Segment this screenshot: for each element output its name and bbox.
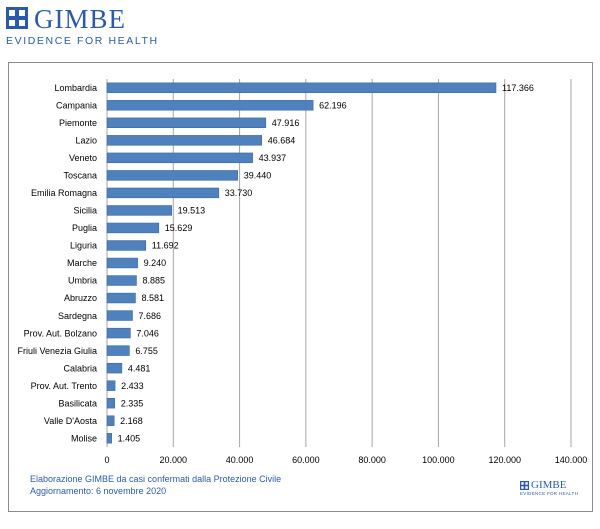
category-label: Marche: [67, 258, 97, 268]
category-label: Abruzzo: [64, 293, 97, 303]
data-label: 4.481: [128, 363, 151, 373]
category-label: Prov. Aut. Trento: [31, 381, 97, 391]
bar: [106, 380, 116, 391]
data-label: 11.692: [152, 241, 179, 251]
bar: [106, 345, 130, 356]
logo-wordmark: GIMBE: [34, 4, 126, 34]
data-label: 1.405: [118, 433, 141, 443]
footer-tagline: EVIDENCE FOR HEALTH: [520, 491, 579, 496]
bar: [106, 187, 220, 199]
bar: [106, 117, 267, 129]
bar: [106, 327, 131, 339]
category-label: Veneto: [69, 153, 97, 163]
x-tick-label: 0: [104, 455, 109, 465]
bar: [106, 170, 239, 181]
bar: [106, 275, 137, 286]
data-label: 2.433: [121, 381, 144, 391]
bar: [106, 397, 116, 409]
x-tick-label: 60.000: [292, 455, 320, 465]
bar: [106, 205, 172, 216]
category-label: Lombardia: [54, 83, 97, 93]
bar: [106, 433, 112, 444]
category-label: Sardegna: [58, 311, 97, 321]
bar: [106, 292, 136, 304]
category-label: Valle D'Aosta: [44, 416, 97, 426]
data-label: 6.755: [135, 346, 158, 356]
data-label: 19.513: [178, 206, 206, 216]
data-label: 8.885: [142, 276, 165, 286]
footer-logo: GIMBE EVIDENCE FOR HEALTH: [520, 479, 582, 498]
category-label: Molise: [71, 433, 97, 443]
gimbe-mark-icon: [520, 481, 529, 490]
caption-update: Aggiornamento: 6 novembre 2020: [30, 486, 167, 496]
x-tick-label: 100.000: [422, 455, 455, 465]
caption-source: Elaborazione GIMBE da casi confermati da…: [30, 474, 282, 484]
data-label: 15.629: [165, 223, 193, 233]
category-label: Friuli Venezia Giulia: [17, 346, 97, 356]
category-label: Puglia: [72, 223, 97, 233]
data-label: 7.686: [138, 311, 161, 321]
data-label: 7.046: [136, 328, 159, 338]
category-label: Emilia Romagna: [31, 188, 97, 198]
category-label: Campania: [56, 100, 97, 110]
bar: [106, 100, 314, 111]
gimbe-mark-icon: [6, 7, 28, 29]
bar: [106, 415, 115, 426]
category-label: Liguria: [70, 241, 97, 251]
x-tick-label: 20.000: [160, 455, 188, 465]
data-label: 62.196: [319, 100, 347, 110]
bar: [106, 222, 160, 234]
data-label: 117.366: [502, 83, 534, 93]
chart-frame: 0 20.000 40.000 60.000 80.000 100.000 120.000 1…: [8, 62, 593, 512]
data-label: 8.581: [141, 293, 164, 303]
data-label: 39.440: [244, 171, 272, 181]
bar-chart: 0 20.000 40.000 60.000 80.000 100.000 120.000 1…: [17, 79, 588, 465]
footer-wordmark: GIMBE: [531, 479, 567, 491]
gimbe-logo: GIMBE EVIDENCE FOR HEALTH: [4, 4, 157, 50]
category-label: Piemonte: [59, 118, 97, 128]
bar: [106, 152, 253, 164]
category-label: Lazio: [75, 136, 97, 146]
data-label: 2.168: [120, 416, 143, 426]
data-label: 9.240: [144, 258, 167, 268]
data-label: 43.937: [259, 153, 287, 163]
bar: [106, 82, 497, 93]
category-label: Toscana: [63, 171, 97, 181]
x-tick-label: 80.000: [358, 455, 386, 465]
bar: [106, 310, 133, 321]
x-tick-label: 120.000: [488, 455, 521, 465]
bar: [106, 362, 123, 374]
data-label: 33.730: [225, 188, 253, 198]
data-label: 2.335: [121, 398, 144, 408]
bar: [106, 135, 263, 146]
category-label: Umbria: [68, 276, 97, 286]
x-tick-label: 40.000: [226, 455, 254, 465]
category-label: Sicilia: [73, 206, 97, 216]
chart-caption: Elaborazione GIMBE da casi confermati da…: [30, 473, 281, 497]
logo-tagline: EVIDENCE FOR HEALTH: [6, 35, 159, 47]
data-label: 47.916: [272, 118, 300, 128]
x-tick-label: 140.000: [555, 455, 588, 465]
bar: [106, 240, 147, 251]
bar: [106, 257, 138, 269]
category-label: Calabria: [63, 363, 97, 373]
data-label: 46.684: [268, 136, 296, 146]
category-label: Basilicata: [58, 398, 97, 408]
category-label: Prov. Aut. Bolzano: [24, 328, 97, 338]
